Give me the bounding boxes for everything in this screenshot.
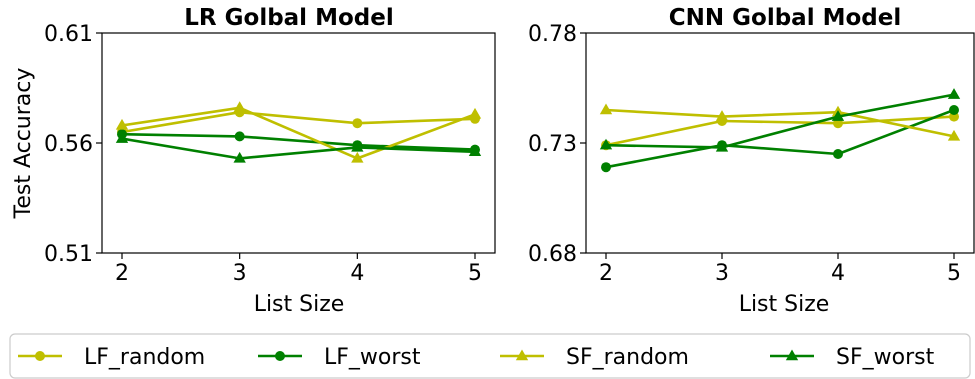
cnn-ytick-label: 0.73 (528, 132, 577, 157)
cnn-line-lf-random (605, 115, 955, 147)
legend-item-lf-worst: LF_worst (258, 345, 421, 370)
legend-marker (275, 351, 285, 361)
lr-point-sf-random (351, 151, 364, 163)
y-axis-label: Test Accuracy (11, 68, 36, 220)
lr-ticks: 0.51 0.56 0.61 2 3 4 5 (44, 22, 482, 286)
cnn-axes-frame (585, 32, 975, 254)
cnn-point-lf-worst (601, 162, 611, 173)
cnn-point-sf-worst (715, 140, 729, 152)
cnn-plot-area (599, 88, 961, 173)
cnn-point-lf-worst (833, 149, 843, 159)
lr-point-lf-worst (234, 131, 245, 142)
cnn-x-axis-label: List Size (739, 292, 830, 317)
cnn-series-sf-worst (599, 88, 961, 152)
cnn-line-lf-worst (605, 108, 955, 169)
cnn-point-sf-worst (947, 88, 961, 99)
lr-point-lf-random (352, 118, 363, 129)
cnn-point-sf-random (715, 110, 729, 121)
legend-marker (515, 349, 529, 361)
lr-point-sf-worst (233, 151, 246, 163)
cnn-ticks: 0.68 0.73 0.78 2 3 4 5 (528, 22, 961, 286)
lr-series-sf-worst (115, 132, 482, 163)
cnn-ytick-label: 0.68 (528, 242, 577, 267)
cnn-series-lf-worst (601, 105, 959, 173)
legend-label: SF_random (566, 345, 689, 370)
lr-point-sf-worst (351, 140, 364, 152)
legend-marker (35, 351, 45, 361)
legend-item-sf-random: SF_random (500, 345, 689, 370)
legend-box (9, 333, 971, 379)
cnn-series-sf-random (599, 103, 961, 141)
cnn-point-sf-random (599, 103, 613, 115)
lr-point-sf-random (468, 107, 482, 119)
lr-x-axis-label: List Size (254, 292, 345, 317)
lr-series-sf-random (115, 101, 482, 163)
cnn-panel: CNN Golbal Model List Size 0.68 0.73 0.78 2… (528, 5, 975, 317)
cnn-point-sf-worst (599, 138, 613, 150)
legend-marker (785, 349, 799, 361)
lr-ytick-label: 0.51 (44, 242, 93, 267)
lr-xtick-label: 3 (233, 261, 247, 286)
cnn-ytick-label: 0.78 (528, 22, 577, 47)
cnn-chart-title: CNN Golbal Model (669, 5, 901, 31)
legend-label: LF_worst (324, 345, 421, 370)
cnn-xtick-label: 2 (599, 261, 613, 286)
legend: LF_random LF_worst SF_random SF_worst (9, 333, 971, 379)
lr-point-sf-random (233, 101, 246, 113)
lr-line-sf-worst (121, 137, 476, 160)
cnn-xtick-label: 4 (831, 261, 845, 286)
lr-plot-area (115, 101, 482, 163)
lr-ytick-label: 0.61 (44, 22, 93, 47)
lr-ytick-label: 0.56 (44, 132, 93, 157)
cnn-point-sf-random (947, 129, 961, 141)
lr-axes-frame (101, 32, 496, 254)
cnn-line-sf-random (605, 108, 955, 138)
lr-point-sf-worst (115, 132, 129, 143)
legend-item-lf-random: LF_random (18, 345, 205, 370)
lr-line-lf-random (121, 110, 476, 134)
lr-point-sf-random (115, 118, 129, 130)
lr-xtick-label: 5 (468, 261, 482, 286)
cnn-point-sf-worst (831, 110, 845, 121)
legend-label: LF_random (84, 345, 205, 370)
lr-panel: LR Golbal Model Test Accuracy List Size … (11, 5, 496, 317)
lr-chart-title: LR Golbal Model (184, 5, 393, 31)
legend-label: SF_worst (836, 345, 935, 370)
lr-line-sf-random (121, 106, 476, 160)
lr-point-sf-worst (468, 145, 482, 157)
lr-xtick-label: 2 (115, 261, 129, 286)
lr-xtick-label: 4 (350, 261, 364, 286)
legend-item-sf-worst: SF_worst (770, 345, 935, 370)
cnn-point-lf-worst (949, 105, 959, 115)
cnn-line-sf-worst (605, 93, 955, 149)
lr-line-lf-worst (121, 132, 476, 151)
cnn-xtick-label: 5 (947, 261, 961, 286)
cnn-xtick-label: 3 (715, 261, 729, 286)
